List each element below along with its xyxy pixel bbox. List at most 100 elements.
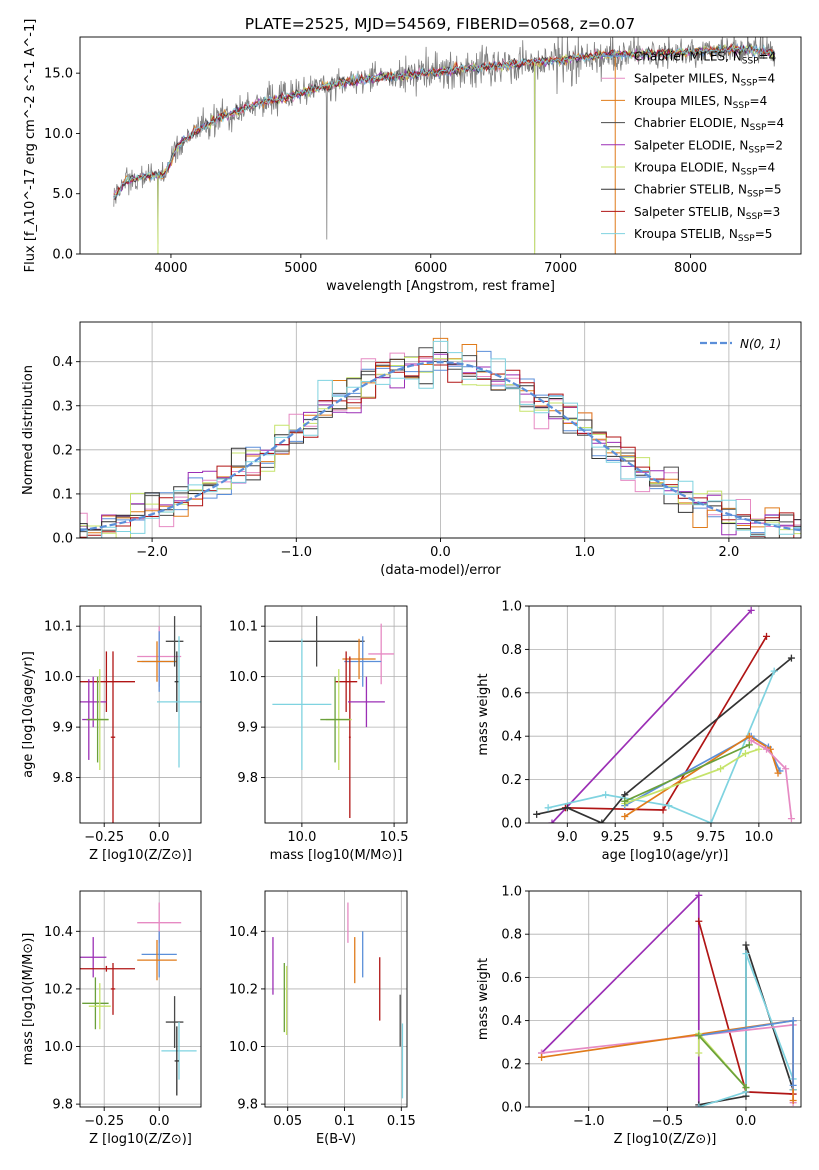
panel-age-vs-Z: −0.25 0.0 9.8 9.9 10.0 10.1 Z [log10(Z/Z⊙)] age… [21, 605, 202, 863]
x-tick-label: −0.5 [652, 1114, 684, 1129]
mass-weight-line [551, 609, 752, 823]
y-tick-label: 9.9 [237, 721, 258, 736]
x-tick-label: 10.5 [380, 830, 409, 845]
mass-weight-marker [563, 804, 571, 812]
x-tick-label: 9.75 [696, 830, 725, 845]
y-tick-label: 0.0 [52, 532, 73, 547]
y-tick-label: 10.0 [44, 1040, 73, 1055]
y-axis-label: mass [log10(M/M⊙)] [21, 933, 36, 1066]
mass-weight-marker [782, 765, 790, 773]
axes-frame [79, 36, 802, 255]
mass-weight-marker [747, 606, 755, 614]
histogram-series [80, 356, 801, 538]
y-tick-label: 10.2 [229, 982, 258, 997]
mass-weight-marker [695, 1103, 703, 1107]
x-axis-label: age [log10(age/yr)] [602, 848, 729, 863]
plot-area [272, 902, 404, 1099]
x-tick-label: 10.0 [744, 830, 773, 845]
y-axis-label: mass weight [476, 958, 491, 1040]
mass-weight-marker [621, 812, 629, 820]
mass-weight-line [750, 739, 793, 819]
y-tick-label: 10.0 [44, 127, 73, 142]
mass-weight-marker [742, 950, 750, 958]
x-tick-label: 0.0 [149, 1114, 170, 1129]
mass-weight-marker [707, 819, 715, 823]
mass-weight-marker [598, 819, 606, 823]
mass-weight-marker [695, 891, 703, 899]
mass-weight-marker [787, 654, 795, 662]
legend-label: Kroupa ELODIE, NSSP=4 [634, 161, 775, 178]
y-tick-label: 10.1 [44, 620, 73, 635]
axes-frame [528, 605, 802, 824]
y-tick-label: 10.2 [44, 982, 73, 997]
model-spectrum-line [113, 44, 776, 200]
mass-weight-marker [695, 917, 703, 925]
mass-weight-marker [695, 1049, 703, 1057]
y-axis-label: mass weight [476, 673, 491, 755]
histogram-series [80, 340, 801, 538]
mass-weight-line [698, 1035, 747, 1089]
x-tick-label: −0.25 [84, 830, 124, 845]
x-tick-label: 10.0 [287, 830, 316, 845]
gaussian-reference-line [80, 360, 801, 532]
model-spectrum-line [113, 42, 775, 201]
x-axis-label: mass [log10(M/M⊙)] [270, 848, 403, 863]
y-tick-label: 0.4 [52, 355, 73, 370]
y-tick-label: 0.4 [501, 730, 522, 745]
y-tick-label: 10.0 [229, 1040, 258, 1055]
x-axis-label: E(B-V) [316, 1132, 356, 1147]
y-tick-label: 9.9 [52, 721, 73, 736]
axes-frame [79, 890, 202, 1108]
x-tick-label: 9.5 [653, 830, 674, 845]
x-tick-label: 8000 [674, 261, 707, 276]
x-tick-label: −1.0 [573, 1114, 605, 1129]
x-axis-label: Z [log10(Z/Z⊙)] [89, 1132, 192, 1147]
panel-residuals: N(0, 1) −2.0 −1.0 0.0 1.0 2.0 0.0 0.1 0.2 0.3 0.4 (… [21, 321, 802, 578]
axes-frame [264, 605, 408, 824]
mass-weight-marker [787, 815, 795, 823]
y-axis-label: Flux [f_λ10^-17 erg cm^-2 s^-1 A^-1] [23, 19, 38, 273]
plot-area [268, 616, 395, 818]
x-axis-label: wavelength [Angstrom, rest frame] [326, 279, 555, 294]
x-tick-label: 2.0 [719, 545, 740, 560]
x-tick-label: 0.15 [387, 1114, 416, 1129]
y-tick-label: 0.0 [501, 817, 522, 832]
mass-weight-marker [789, 1081, 797, 1089]
mass-weight-marker [745, 732, 753, 740]
y-tick-label: 0.2 [501, 773, 522, 788]
y-tick-label: 10.0 [44, 670, 73, 685]
mass-weight-marker [763, 745, 771, 753]
y-tick-label: 0.6 [501, 686, 522, 701]
x-tick-label: 9.0 [557, 830, 578, 845]
y-tick-label: 10.4 [44, 925, 73, 940]
figure-title: PLATE=2525, MJD=54569, FIBERID=0568, z=0… [245, 15, 635, 33]
y-tick-label: 0.2 [52, 443, 73, 458]
legend-label: Kroupa STELIB, NSSP=5 [634, 227, 772, 244]
plot-area [80, 616, 201, 823]
legend-label: Salpeter STELIB, NSSP=3 [634, 205, 780, 222]
axes-frame [528, 890, 802, 1108]
mass-weight-marker [621, 791, 629, 799]
y-tick-label: 0.6 [501, 971, 522, 986]
legend-label: Salpeter ELODIE, NSSP=2 [634, 138, 783, 155]
y-tick-label: 1.0 [501, 600, 522, 615]
panel-mass-vs-Z: −0.25 0.0 9.8 10.0 10.2 10.4 Z [log10(Z/Z⊙)] ma… [21, 890, 202, 1147]
y-tick-label: 9.8 [52, 1098, 73, 1113]
legend-label: N(0, 1) [740, 337, 781, 351]
x-axis-label: (data-model)/error [380, 563, 501, 578]
y-tick-label: 10.1 [229, 620, 258, 635]
x-axis-label: Z [log10(Z/Z⊙)] [614, 1132, 717, 1147]
y-axis-label: age [log10(age/yr)] [21, 651, 36, 778]
mass-weight-marker [789, 1017, 797, 1025]
legend-label: Salpeter MILES, NSSP=4 [634, 72, 775, 89]
x-tick-label: 7000 [544, 261, 577, 276]
mass-weight-marker [763, 632, 771, 640]
mass-weight-marker [774, 769, 782, 777]
mass-weight-line [624, 735, 779, 818]
axes-frame [79, 605, 202, 824]
mass-weight-marker [544, 804, 552, 812]
histogram-series [80, 352, 801, 538]
mass-weight-marker [659, 806, 667, 814]
mass-weight-marker [742, 941, 750, 949]
